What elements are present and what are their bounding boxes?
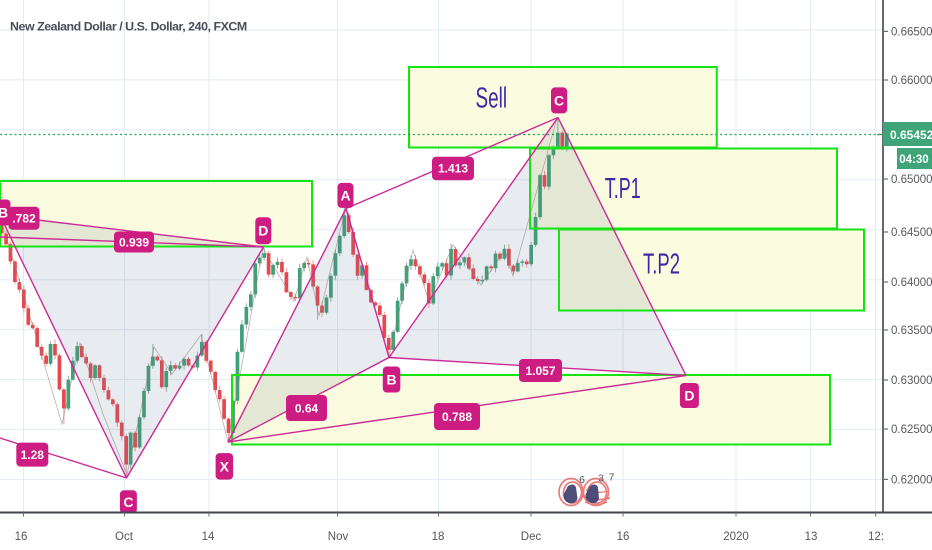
svg-text:0.65452: 0.65452 (890, 128, 932, 142)
svg-text:1.413: 1.413 (438, 162, 468, 176)
svg-text:Dec: Dec (521, 531, 542, 543)
svg-text:B: B (386, 372, 396, 388)
svg-text:1.057: 1.057 (525, 364, 555, 378)
svg-text:0.62000: 0.62000 (891, 474, 932, 486)
svg-text:7: 7 (609, 472, 615, 484)
svg-text:.782: .782 (12, 212, 36, 226)
svg-text:T.P1: T.P1 (605, 173, 641, 205)
svg-text:6: 6 (579, 474, 585, 486)
svg-text:B: B (0, 205, 8, 221)
svg-text:0.64000: 0.64000 (891, 277, 932, 289)
svg-text:12:: 12: (868, 531, 884, 543)
svg-text:14: 14 (202, 531, 215, 543)
svg-text:Sell: Sell (476, 82, 508, 114)
svg-text:2020: 2020 (723, 531, 749, 543)
svg-text:0.788: 0.788 (442, 410, 472, 424)
svg-text:0.65000: 0.65000 (891, 174, 932, 186)
svg-text:13: 13 (805, 531, 818, 543)
svg-text:Nov: Nov (328, 531, 349, 543)
svg-text:A: A (340, 187, 350, 203)
svg-text:16: 16 (15, 531, 28, 543)
svg-text:0.63500: 0.63500 (891, 325, 932, 337)
svg-text:0.66500: 0.66500 (891, 26, 932, 38)
svg-text:0.939: 0.939 (119, 235, 149, 249)
svg-text:16: 16 (617, 531, 630, 543)
svg-text:0.64500: 0.64500 (891, 227, 932, 239)
svg-text:04:30: 04:30 (899, 154, 928, 166)
svg-text:0.66000: 0.66000 (891, 75, 932, 87)
svg-text:C: C (123, 494, 133, 510)
svg-text:New Zealand Dollar / U.S. Doll: New Zealand Dollar / U.S. Dollar, 240, F… (10, 20, 247, 34)
svg-text:3: 3 (598, 473, 604, 485)
svg-text:0.64: 0.64 (295, 401, 319, 415)
svg-text:0.62500: 0.62500 (891, 424, 932, 436)
svg-text:Oct: Oct (115, 531, 134, 543)
svg-text:D: D (684, 388, 694, 404)
svg-text:C: C (554, 92, 564, 108)
svg-text:1.28: 1.28 (21, 448, 45, 462)
svg-text:18: 18 (432, 531, 445, 543)
svg-text:D: D (258, 223, 268, 239)
svg-text:T.P2: T.P2 (643, 248, 680, 280)
svg-text:0.63000: 0.63000 (891, 375, 932, 387)
svg-text:X: X (220, 458, 230, 474)
